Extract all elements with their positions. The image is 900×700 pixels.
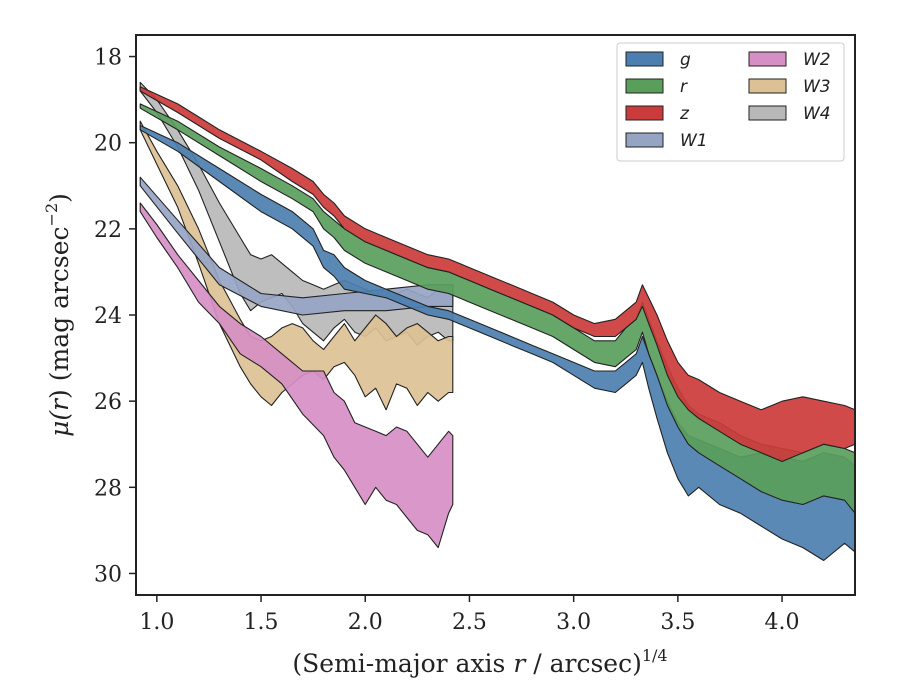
- x-tick-label: 2.5: [452, 610, 487, 635]
- legend-label-r: r: [680, 77, 688, 97]
- y-tick-label: 24: [94, 304, 122, 329]
- legend-swatch-W4: [748, 105, 787, 121]
- legend: grz W1 W2 W3 W4: [616, 42, 845, 162]
- legend-swatch-z: [625, 105, 664, 121]
- x-axis-ticks: 1.0 1.5 2.0 2.5 3.0 3.5 4.0: [139, 595, 800, 635]
- x-tick-label: 2.0: [348, 610, 383, 635]
- legend-label-W2: W2: [803, 50, 831, 70]
- legend-box: [616, 42, 845, 162]
- y-tick-label: 20: [94, 132, 122, 157]
- band-W2: [139, 202, 454, 549]
- x-tick-label: 1.5: [244, 610, 279, 635]
- x-tick-label: 1.0: [139, 610, 174, 635]
- y-tick-label: 30: [94, 562, 122, 587]
- legend-swatch-W3: [748, 78, 787, 94]
- legend-swatch-W1: [625, 132, 664, 148]
- legend-label-W3: W3: [803, 77, 831, 97]
- surface-brightness-bands: [139, 81, 856, 562]
- legend-label-g: g: [680, 50, 691, 70]
- legend-label-W4: W4: [803, 104, 831, 124]
- x-axis-title: (Semi-major axis r / arcsec)1/4: [292, 646, 667, 678]
- band-r: [139, 103, 856, 514]
- legend-swatch-g: [625, 51, 664, 67]
- y-tick-label: 28: [94, 476, 122, 501]
- legend-label-z: z: [679, 104, 690, 124]
- y-axis-title: μ(r) (mag arcsec−2): [42, 193, 74, 437]
- y-tick-label: 18: [94, 46, 122, 71]
- plot-frame: [135, 34, 856, 596]
- legend-swatch-r: [625, 78, 664, 94]
- y-tick-label: 26: [94, 390, 122, 415]
- legend-swatch-W2: [748, 51, 787, 67]
- band-W1: [139, 176, 454, 316]
- legend-label-W1: W1: [680, 131, 708, 151]
- band-W3: [139, 120, 454, 411]
- x-tick-label: 3.0: [556, 610, 591, 635]
- y-tick-label: 22: [94, 218, 122, 243]
- x-tick-label: 3.5: [660, 610, 695, 635]
- x-tick-label: 4.0: [765, 610, 800, 635]
- y-axis-ticks: 18 20 22 24 26 28 30: [94, 46, 136, 587]
